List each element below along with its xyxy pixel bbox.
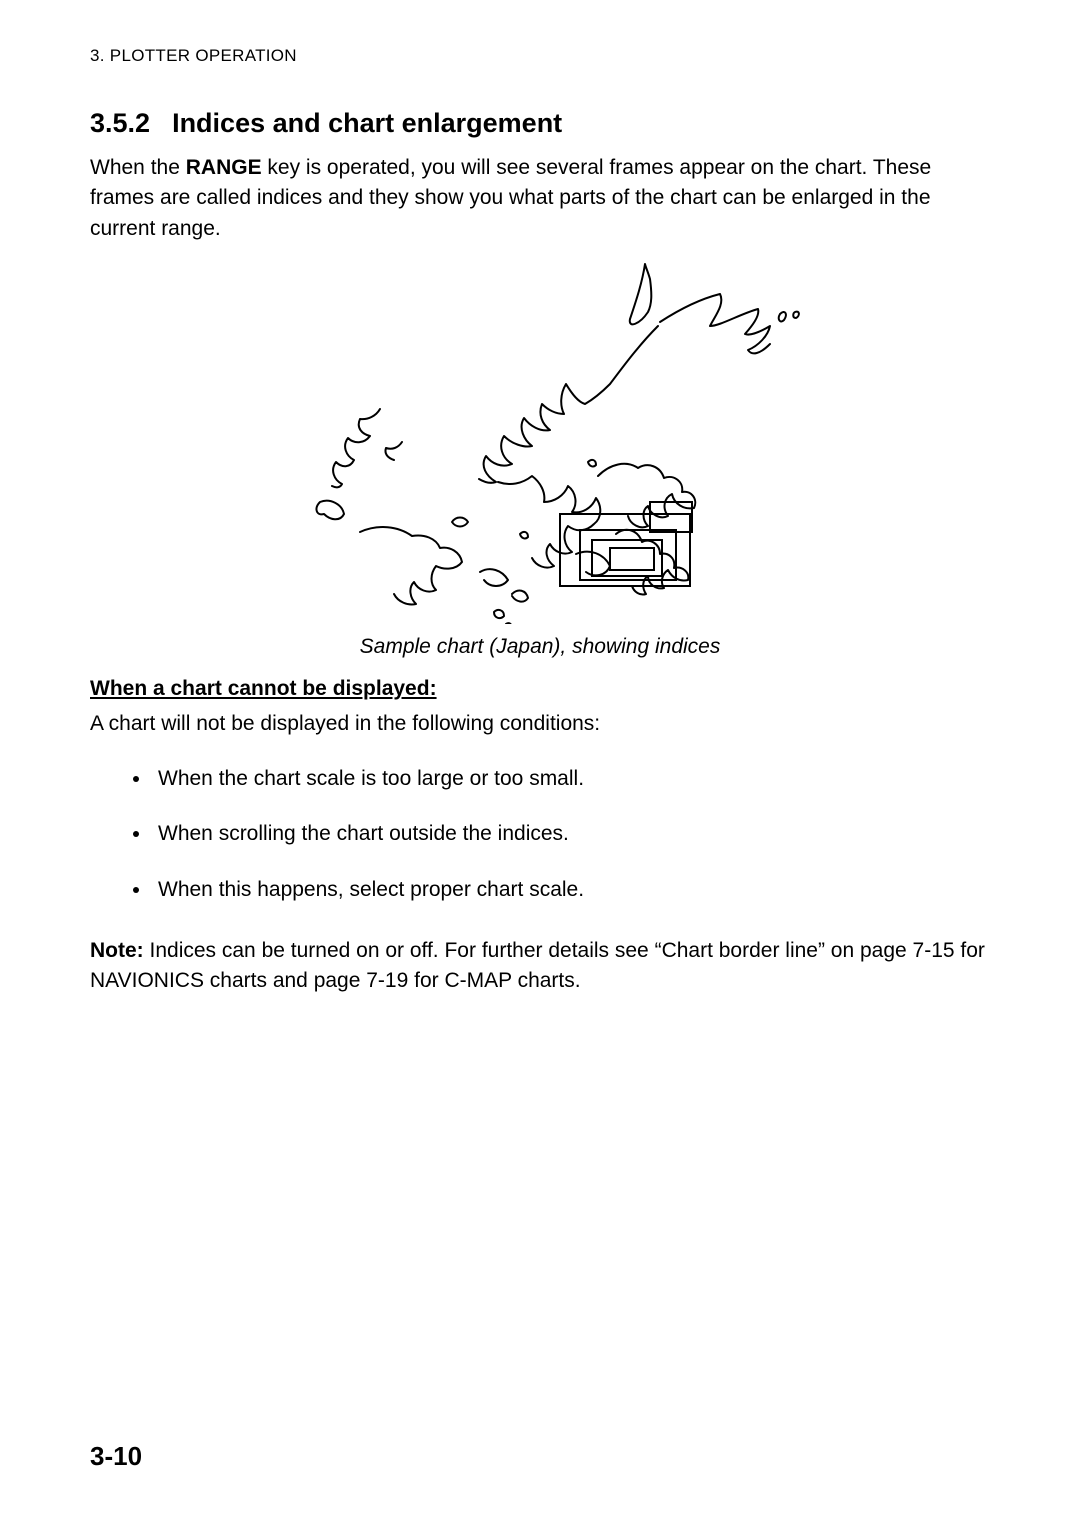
coastline-path: [317, 264, 799, 624]
note-paragraph: Note: Indices can be turned on or off. F…: [90, 936, 990, 997]
subheading: When a chart cannot be displayed:: [90, 677, 990, 701]
conditions-list: When the chart scale is too large or too…: [90, 764, 990, 904]
section-heading: 3.5.2 Indices and chart enlargement: [90, 108, 990, 139]
page: 3. PLOTTER OPERATION 3.5.2 Indices and ch…: [0, 0, 1080, 1528]
running-header: 3. PLOTTER OPERATION: [90, 46, 990, 66]
note-text: Indices can be turned on or off. For fur…: [90, 939, 985, 992]
sample-chart-svg: [280, 254, 800, 624]
list-item: When scrolling the chart outside the ind…: [152, 819, 990, 848]
note-label: Note:: [90, 939, 144, 962]
section-number: 3.5.2: [90, 108, 150, 139]
figure: Sample chart (Japan), showing indices: [90, 254, 990, 659]
intro-prefix: When the: [90, 156, 186, 179]
intro-paragraph: When the RANGE key is operated, you will…: [90, 153, 990, 244]
intro-bold-key: RANGE: [186, 156, 262, 179]
list-item: When the chart scale is too large or too…: [152, 764, 990, 793]
list-item: When this happens, select proper chart s…: [152, 875, 990, 904]
figure-caption: Sample chart (Japan), showing indices: [90, 635, 990, 659]
index-box: [610, 548, 654, 570]
page-number: 3-10: [90, 1441, 142, 1472]
index-box: [650, 502, 692, 532]
conditions-intro: A chart will not be displayed in the fol…: [90, 709, 990, 739]
section-title: Indices and chart enlargement: [172, 108, 562, 138]
